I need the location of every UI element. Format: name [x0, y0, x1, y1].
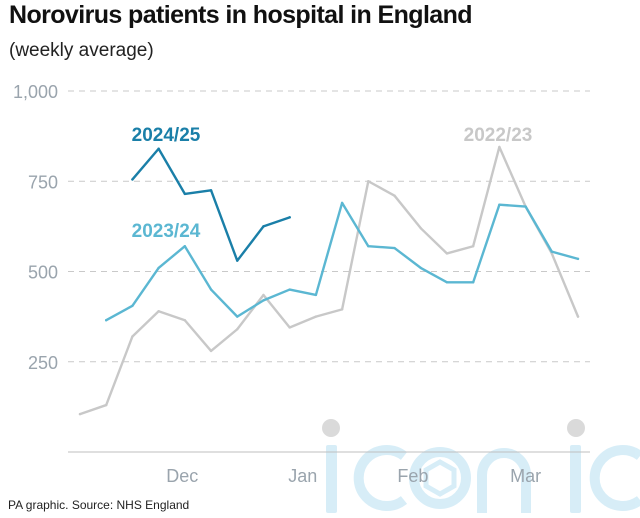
x-tick-label: Mar [510, 466, 541, 486]
data-point [157, 310, 160, 313]
watermark-dot-right [567, 419, 585, 437]
data-point [367, 245, 370, 248]
data-point [131, 335, 134, 338]
data-point [498, 203, 501, 206]
data-point [105, 319, 108, 322]
data-point [157, 147, 160, 150]
data-point [183, 245, 187, 248]
data-point [183, 192, 187, 196]
data-point [183, 319, 187, 322]
data-point [367, 180, 370, 183]
data-point [445, 252, 449, 255]
data-point [262, 299, 265, 302]
watermark-bar-i2 [570, 445, 581, 513]
chart-title: Norovirus patients in hospital in Englan… [9, 1, 473, 29]
data-point [471, 245, 475, 248]
data-point [393, 246, 396, 250]
x-axis: Dec Jan Feb Mar [166, 466, 541, 486]
data-point [209, 189, 213, 192]
series-lines [78, 145, 580, 416]
data-point [550, 250, 553, 253]
y-tick-label: 250 [28, 353, 58, 373]
data-point [419, 266, 422, 270]
data-point [157, 266, 160, 270]
data-point [288, 216, 291, 219]
data-point [445, 281, 449, 284]
source-note: PA graphic. Source: NHS England [8, 498, 190, 512]
series-label: 2023/24 [132, 221, 201, 242]
data-point [340, 308, 344, 311]
x-tick-label: Feb [397, 466, 428, 486]
series-label: 2022/23 [464, 125, 533, 146]
data-point [576, 315, 580, 318]
iconic-watermark [322, 419, 640, 513]
y-tick-label: 500 [28, 263, 58, 283]
gridlines [68, 90, 590, 363]
y-axis: 250 500 750 1,000 [13, 82, 58, 373]
data-point [209, 349, 213, 353]
watermark-o-hex [423, 459, 457, 497]
series-label: 2024/25 [132, 125, 201, 146]
data-point [288, 326, 291, 329]
watermark-bar-i [326, 445, 337, 513]
data-point [314, 293, 318, 297]
x-tick-label: Jan [288, 466, 317, 486]
y-tick-label: 1,000 [13, 82, 58, 102]
data-point [340, 201, 344, 205]
data-point [131, 178, 134, 181]
data-point [471, 281, 475, 284]
data-point [236, 328, 239, 331]
data-point [262, 225, 265, 228]
x-tick-label: Dec [166, 466, 198, 486]
data-point [236, 259, 239, 262]
data-point [78, 412, 82, 416]
data-point [105, 403, 108, 407]
data-point [524, 205, 527, 208]
data-point [576, 257, 580, 261]
series-line-2022-23 [78, 145, 580, 416]
watermark-n [477, 448, 531, 513]
data-point [498, 145, 501, 149]
chart-subtitle: (weekly average) [9, 40, 154, 61]
y-tick-label: 750 [28, 172, 58, 192]
data-point [314, 315, 318, 318]
data-point [419, 226, 422, 230]
data-point [393, 194, 396, 197]
watermark-dot-left [322, 419, 340, 437]
data-point [262, 293, 265, 297]
data-point [288, 288, 291, 291]
data-point [131, 304, 134, 307]
watermark-c-2 [589, 445, 640, 511]
series-labels: 2022/23 2023/24 2024/25 [132, 125, 533, 242]
series-line-2024-25 [131, 147, 291, 262]
data-point [236, 315, 239, 318]
data-point [209, 288, 213, 291]
watermark-c-1 [353, 445, 408, 511]
